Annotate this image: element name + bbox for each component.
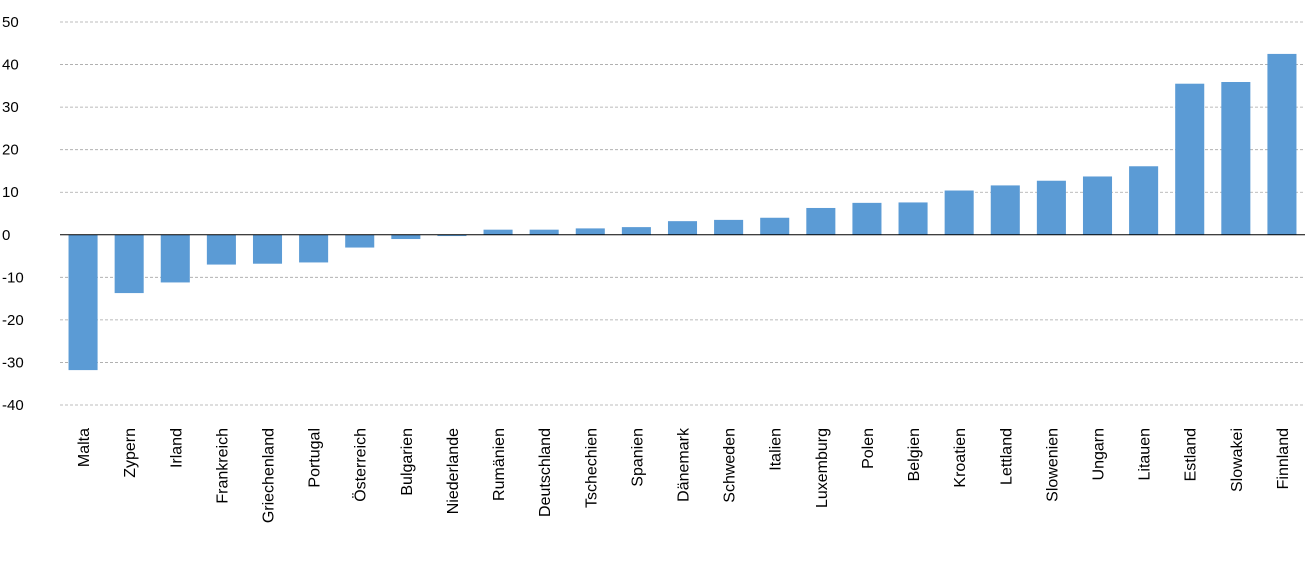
bar (1036, 180, 1066, 235)
x-category-label: Schweden (722, 428, 739, 503)
bar (114, 234, 144, 294)
x-category-label: Tschechien (583, 428, 600, 508)
bar (1221, 82, 1251, 235)
y-axis-tick-labels: 50 40 30 20 10 0 -10 -20 -30 -40 (2, 14, 24, 414)
bar (944, 190, 974, 235)
bar (1175, 83, 1205, 235)
x-category-label: Ungarn (1091, 428, 1108, 480)
bar (667, 221, 698, 235)
x-category-label: Irland (168, 428, 185, 468)
bar (68, 234, 98, 371)
bar (299, 234, 329, 263)
gridlines (60, 21, 1305, 406)
x-category-label: Estland (1183, 428, 1200, 481)
bar (391, 234, 421, 240)
x-category-label: Dänemark (676, 427, 693, 502)
bar (1082, 176, 1113, 235)
bar (760, 217, 790, 235)
x-category-label: Italien (768, 428, 785, 471)
x-category-label: Bulgarien (399, 428, 416, 496)
x-category-label: Malta (76, 428, 93, 467)
x-category-label: Kroatien (952, 428, 969, 488)
x-axis-category-labels: Malta Zypern Irland Frankreich Griechenland P… (76, 427, 1292, 523)
y-tick-label: 50 (2, 14, 19, 31)
bar (252, 234, 283, 264)
bar (898, 202, 928, 235)
bar (529, 229, 559, 235)
bar (1267, 53, 1297, 235)
x-category-label: Belgien (906, 428, 923, 481)
bar (483, 229, 513, 235)
x-category-label: Finnland (1275, 428, 1292, 489)
bar (206, 234, 236, 265)
x-category-label: Portugal (307, 428, 324, 488)
bar (160, 234, 190, 283)
x-category-label: Slowenien (1044, 428, 1061, 502)
bars (68, 53, 1297, 371)
y-tick-label: 40 (2, 57, 19, 74)
x-category-label: Griechenland (261, 428, 278, 523)
bar (575, 228, 605, 235)
bar (1129, 166, 1159, 235)
bar (437, 234, 467, 237)
y-tick-label: 10 (2, 184, 19, 201)
y-tick-label: -20 (2, 312, 24, 329)
x-category-label: Zypern (122, 428, 139, 478)
bar (852, 202, 882, 235)
x-category-label: Frankreich (214, 428, 231, 504)
x-category-label: Niederlande (445, 428, 462, 514)
x-category-label: Österreich (352, 428, 370, 502)
bar (621, 227, 651, 235)
x-category-label: Luxemburg (814, 428, 831, 508)
y-tick-label: 20 (2, 142, 19, 159)
y-tick-label: 0 (2, 227, 10, 244)
x-category-label: Polen (860, 428, 877, 469)
x-category-label: Deutschland (537, 428, 554, 517)
bar (714, 219, 744, 235)
x-category-label: Spanien (629, 428, 646, 487)
bar (806, 207, 836, 235)
y-tick-label: -30 (2, 354, 24, 371)
x-category-label: Litauen (1137, 428, 1154, 481)
x-category-label: Lettland (998, 428, 1015, 485)
y-tick-label: -10 (2, 269, 24, 286)
x-category-label: Slowakei (1229, 428, 1246, 492)
y-tick-label: 30 (2, 99, 19, 116)
bar (345, 234, 375, 248)
y-tick-label: -40 (2, 397, 24, 414)
bar (990, 185, 1020, 235)
x-category-label: Rumänien (491, 428, 508, 501)
